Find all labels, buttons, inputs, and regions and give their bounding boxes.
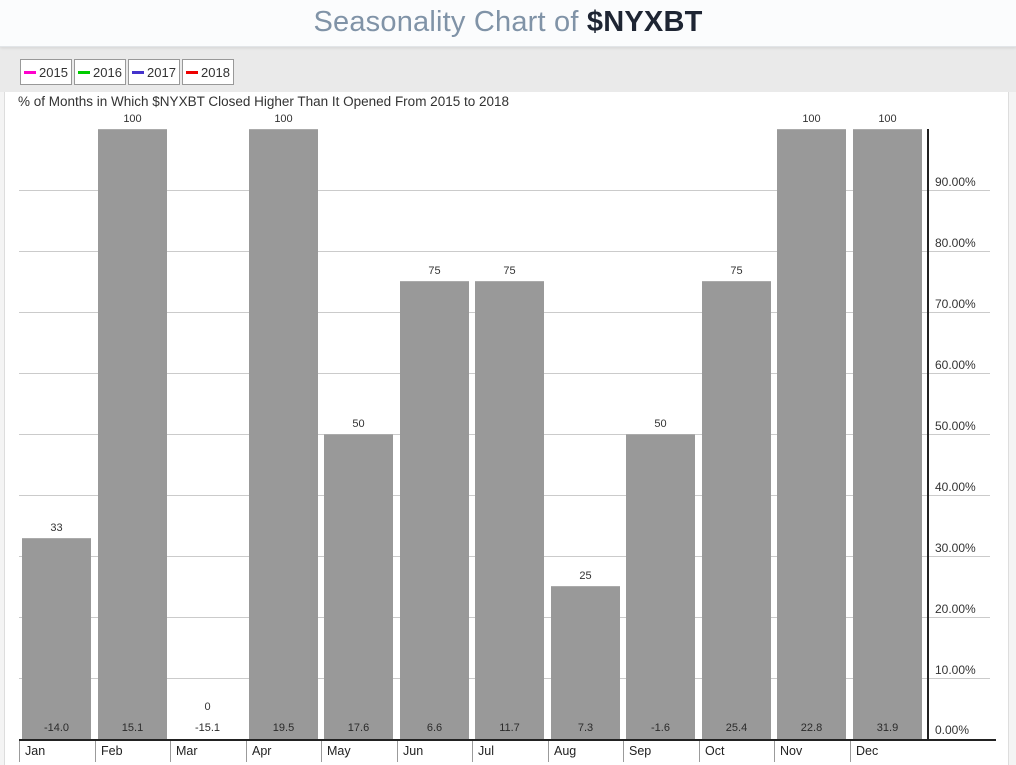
page-title: Seasonality Chart of $NYXBT bbox=[0, 0, 1016, 45]
legend-item-label: 2018 bbox=[201, 64, 230, 80]
bar-oct bbox=[702, 281, 771, 739]
page-title-symbol: $NYXBT bbox=[586, 6, 703, 38]
bar-jul bbox=[475, 281, 544, 739]
bar-value-label-jul: 75 bbox=[503, 265, 516, 277]
month-tick-Sep bbox=[623, 741, 624, 762]
bar-jan bbox=[22, 538, 91, 739]
month-tick-Dec bbox=[850, 741, 851, 762]
y-axis-label-80.00%: 80.00% bbox=[935, 236, 976, 250]
bar-feb bbox=[98, 129, 167, 739]
y-axis-label-90.00%: 90.00% bbox=[935, 175, 976, 189]
bar-change-label-dec: 31.9 bbox=[876, 722, 899, 734]
legend-item-2017[interactable]: 2017 bbox=[128, 59, 180, 85]
month-label-Sep: Sep bbox=[629, 744, 652, 758]
legend-dash-icon bbox=[78, 70, 91, 74]
page-title-prefix: Seasonality Chart of bbox=[313, 6, 587, 38]
month-label-Jan: Jan bbox=[25, 744, 46, 758]
y-axis-label-10.00%: 10.00% bbox=[935, 663, 976, 677]
bar-value-label-sep: 50 bbox=[654, 418, 667, 430]
month-label-Oct: Oct bbox=[705, 744, 725, 758]
y-axis-label-40.00%: 40.00% bbox=[935, 480, 976, 494]
bar-change-label-jan: -14.0 bbox=[43, 722, 70, 734]
bar-change-label-aug: 7.3 bbox=[577, 722, 594, 734]
bar-value-label-oct: 75 bbox=[730, 265, 743, 277]
bar-value-label-dec: 100 bbox=[878, 113, 897, 125]
legend-dash-icon bbox=[132, 70, 145, 74]
bar-value-label-apr: 100 bbox=[274, 113, 293, 125]
plot-area: 90.00% 80.00% 70.00% 60.00% 50.00% 40.00% 30.0… bbox=[5, 92, 1009, 765]
month-label-Jun: Jun bbox=[403, 744, 424, 758]
gridline-80pct bbox=[19, 251, 990, 252]
month-label-Mar: Mar bbox=[176, 744, 198, 758]
seasonality-chart-panel: % of Months in Which $NYXBT Closed Highe… bbox=[4, 92, 1009, 765]
y-axis-label-50.00%: 50.00% bbox=[935, 419, 976, 433]
bar-value-label-feb: 100 bbox=[123, 113, 142, 125]
gridline-90pct bbox=[19, 190, 990, 191]
bar-change-label-apr: 19.5 bbox=[272, 722, 295, 734]
bar-nov bbox=[777, 129, 846, 739]
bar-apr bbox=[249, 129, 318, 739]
month-label-Apr: Apr bbox=[252, 744, 272, 758]
bar-change-label-feb: 15.1 bbox=[121, 722, 144, 734]
legend-item-2015[interactable]: 2015 bbox=[20, 59, 72, 85]
bar-value-label-jan: 33 bbox=[50, 522, 63, 534]
y-axis-line bbox=[927, 129, 929, 741]
month-label-Feb: Feb bbox=[101, 744, 123, 758]
month-label-Aug: Aug bbox=[554, 744, 577, 758]
bar-value-label-may: 50 bbox=[352, 418, 365, 430]
legend-item-label: 2015 bbox=[39, 64, 68, 80]
month-tick-Oct bbox=[699, 741, 700, 762]
month-label-Jul: Jul bbox=[478, 744, 494, 758]
legend-item-label: 2017 bbox=[147, 64, 176, 80]
bar-value-label-jun: 75 bbox=[428, 265, 441, 277]
bar-dec bbox=[853, 129, 922, 739]
y-axis-label-30.00%: 30.00% bbox=[935, 541, 976, 555]
month-tick-Jul bbox=[472, 741, 473, 762]
bar-may bbox=[324, 434, 393, 739]
x-axis-baseline bbox=[19, 739, 996, 741]
y-axis-label-20.00%: 20.00% bbox=[935, 602, 976, 616]
month-tick-Apr bbox=[246, 741, 247, 762]
legend-item-label: 2016 bbox=[93, 64, 122, 80]
bar-change-label-oct: 25.4 bbox=[725, 722, 748, 734]
bar-aug bbox=[551, 586, 620, 739]
chart-subtitle: % of Months in Which $NYXBT Closed Highe… bbox=[18, 94, 510, 109]
bar-value-label-aug: 25 bbox=[579, 570, 592, 582]
bar-change-label-may: 17.6 bbox=[347, 722, 370, 734]
legend-dash-icon bbox=[24, 70, 37, 74]
month-label-Nov: Nov bbox=[780, 744, 803, 758]
legend-strip: 2015 2016 2017 2018 bbox=[0, 47, 1016, 92]
month-tick-Jan bbox=[19, 741, 20, 762]
month-label-Dec: Dec bbox=[856, 744, 879, 758]
y-axis-label-60.00%: 60.00% bbox=[935, 358, 976, 372]
bar-change-label-sep: -1.6 bbox=[651, 722, 670, 734]
y-axis-label-70.00%: 70.00% bbox=[935, 297, 976, 311]
month-label-May: May bbox=[327, 744, 351, 758]
bar-value-label-mar: 0 bbox=[204, 701, 211, 713]
month-tick-Feb bbox=[95, 741, 96, 762]
legend-item-2018[interactable]: 2018 bbox=[182, 59, 234, 85]
bar-value-label-nov: 100 bbox=[802, 113, 821, 125]
bar-change-label-nov: 22.8 bbox=[800, 722, 823, 734]
bar-sep bbox=[626, 434, 695, 739]
month-tick-May bbox=[321, 741, 322, 762]
y-axis-label-0.00%: 0.00% bbox=[935, 723, 970, 737]
page-header: Seasonality Chart of $NYXBT bbox=[0, 0, 1016, 47]
bar-change-label-jun: 6.6 bbox=[426, 722, 443, 734]
bar-jun bbox=[400, 281, 469, 739]
month-tick-Mar bbox=[170, 741, 171, 762]
legend-dash-icon bbox=[186, 70, 199, 74]
month-tick-Nov bbox=[774, 741, 775, 762]
month-tick-Jun bbox=[397, 741, 398, 762]
bar-change-label-jul: 11.7 bbox=[499, 722, 520, 734]
legend-item-2016[interactable]: 2016 bbox=[74, 59, 126, 85]
month-tick-Aug bbox=[548, 741, 549, 762]
bar-change-label-mar: -15.1 bbox=[194, 722, 221, 734]
